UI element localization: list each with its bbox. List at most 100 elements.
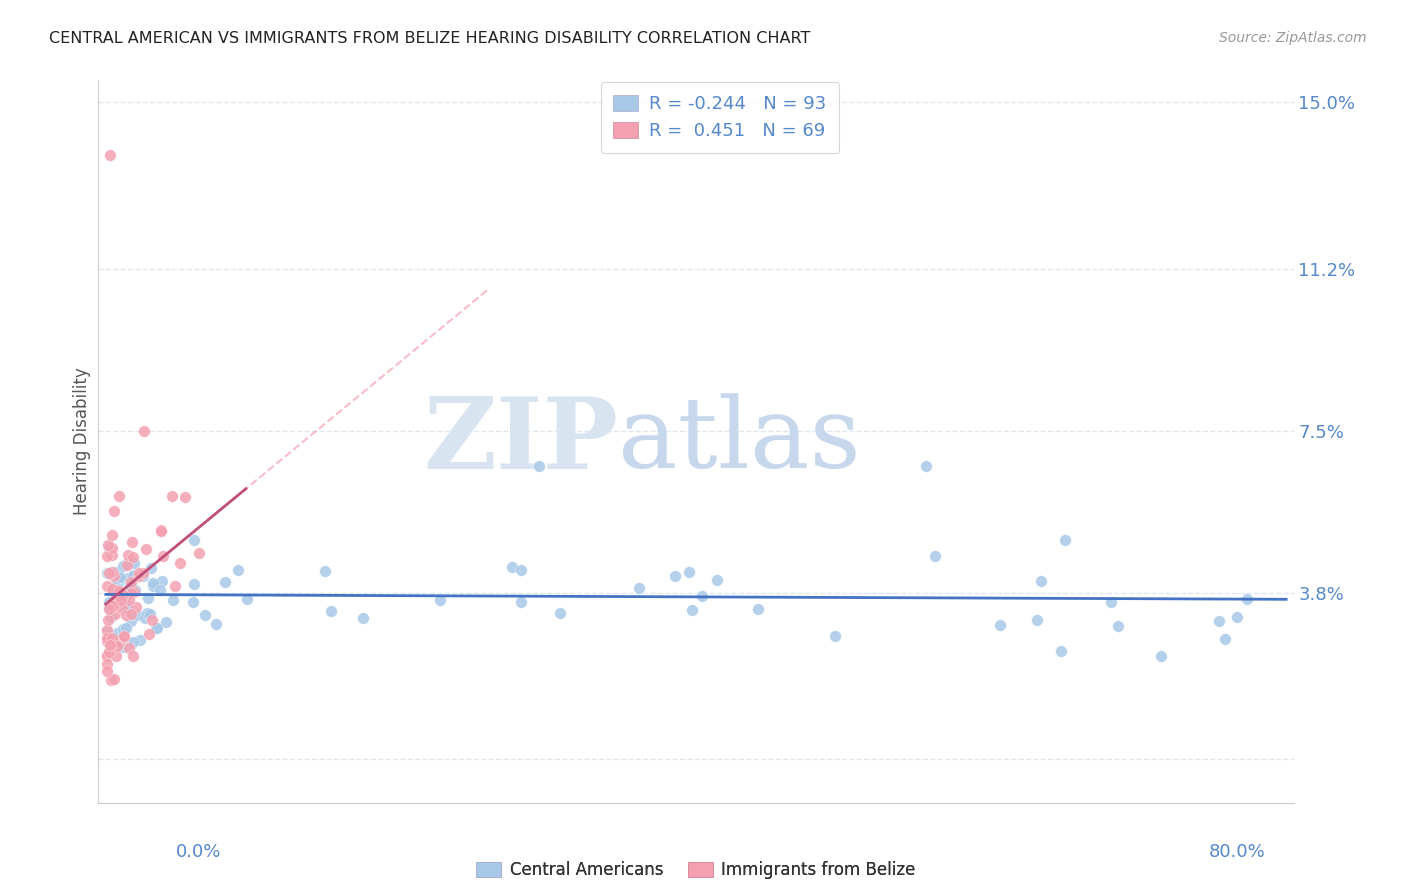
Point [96,657,118,672]
Point [150,574,173,588]
Point [141,561,163,575]
Point [706,574,728,588]
Point [527,458,550,473]
Point [678,565,700,579]
Point [114,595,136,609]
Point [98,602,121,616]
Point [101,541,124,555]
Point [97,566,120,581]
Point [111,588,134,602]
Point [150,523,173,537]
Point [352,611,374,625]
Point [125,600,148,615]
Point [681,602,703,616]
Point [1050,644,1073,658]
Legend: Central Americans, Immigrants from Belize: Central Americans, Immigrants from Beliz… [470,855,922,886]
Point [183,577,205,591]
Point [120,586,142,600]
Point [98,645,121,659]
Point [122,585,145,599]
Point [115,637,138,651]
Point [118,578,141,592]
Point [132,566,155,580]
Point [118,585,141,599]
Point [181,595,204,609]
Point [990,617,1012,632]
Point [117,599,139,613]
Point [319,604,342,618]
Point [146,621,169,635]
Point [122,567,145,582]
Point [134,611,156,625]
Point [110,601,132,615]
Point [627,581,650,595]
Point [1099,595,1122,609]
Point [103,565,125,579]
Point [114,601,136,615]
Point [127,607,149,622]
Point [128,568,150,582]
Point [187,546,209,560]
Point [124,582,146,597]
Point [120,554,142,568]
Point [915,458,938,473]
Point [152,549,174,564]
Point [145,622,167,636]
Point [96,648,118,663]
Point [101,599,124,613]
Point [134,424,156,438]
Point [128,633,150,648]
Point [205,617,228,632]
Point [1150,649,1173,664]
Point [228,562,250,576]
Point [1226,609,1249,624]
Point [142,576,165,591]
Text: ZIP: ZIP [423,393,619,490]
Text: 0.0%: 0.0% [176,843,221,861]
Point [120,574,142,589]
Point [96,566,118,580]
Point [111,622,134,636]
Point [112,630,135,644]
Point [97,538,120,552]
Point [664,568,686,582]
Point [141,613,163,627]
Text: CENTRAL AMERICAN VS IMMIGRANTS FROM BELIZE HEARING DISABILITY CORRELATION CHART: CENTRAL AMERICAN VS IMMIGRANTS FROM BELI… [49,31,811,46]
Point [112,588,135,602]
Point [118,593,141,607]
Point [107,576,129,591]
Point [96,633,118,648]
Point [101,631,124,645]
Point [108,570,131,584]
Point [120,614,142,628]
Point [105,639,128,653]
Point [214,574,236,589]
Point [117,641,139,656]
Point [112,559,135,574]
Point [122,649,145,664]
Point [128,566,150,580]
Text: atlas: atlas [619,393,860,490]
Point [101,549,124,563]
Point [110,633,132,648]
Point [115,558,138,572]
Point [135,542,157,557]
Point [120,607,142,622]
Point [747,602,769,616]
Point [98,147,121,161]
Point [510,563,533,577]
Point [122,550,145,565]
Point [105,648,128,663]
Point [155,615,177,629]
Point [121,535,143,549]
Point [135,606,157,620]
Point [1026,613,1049,627]
Point [98,595,121,609]
Point [501,560,523,574]
Point [101,528,124,542]
Point [101,583,124,598]
Point [108,583,131,598]
Point [108,489,131,503]
Point [104,566,127,580]
Point [101,582,124,596]
